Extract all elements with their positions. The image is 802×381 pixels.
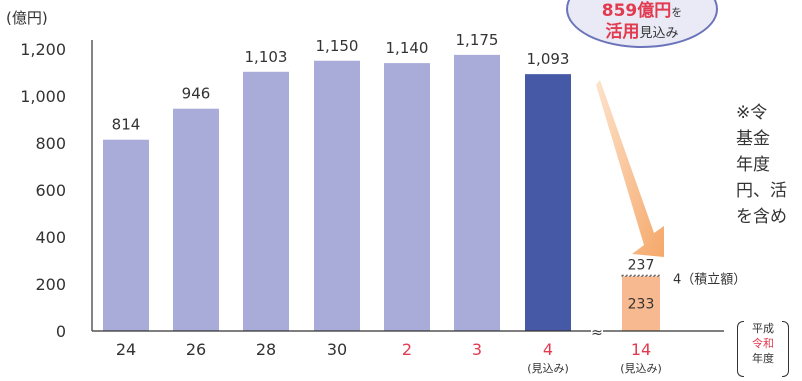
- x-tick-sublabel: (見込み): [527, 362, 569, 375]
- usage-callout: 859億円を 活用見込み: [566, 0, 718, 48]
- bar: [314, 60, 360, 331]
- x-axis: ≈24 26 28 30 2 3 4 (見込み) 14 (見込み): [92, 325, 724, 375]
- y-tick-label: 200: [35, 275, 66, 294]
- x-tick-label: 26: [186, 340, 206, 359]
- y-tick-label: 1,000: [20, 87, 66, 106]
- era-heisei-label: 平成: [752, 322, 774, 335]
- bar: [525, 74, 571, 332]
- callout-amount-suffix: を: [671, 6, 683, 19]
- side-note: ※令 基金 年度 円、活 を含め: [736, 100, 802, 230]
- note-line: 基金: [736, 129, 770, 149]
- bar-value-label: 1,175: [456, 31, 499, 49]
- x-tick-label: 28: [256, 340, 276, 359]
- bar: [103, 139, 149, 331]
- trend-arrow: [596, 80, 664, 257]
- bar-value-label: 946: [182, 85, 211, 103]
- bar-stack-upper-label: 4（積立額）: [673, 272, 746, 287]
- callout-amount: 859億円: [601, 1, 672, 21]
- bar-stack-lower: [622, 276, 660, 331]
- note-line: を含め: [736, 207, 787, 227]
- bar: [454, 54, 500, 331]
- x-tick-label: 30: [327, 340, 347, 359]
- bar-value-label: 1,150: [316, 37, 359, 55]
- note-line: 年度: [736, 155, 770, 175]
- axis-break-mark: ≈: [591, 325, 603, 341]
- y-axis-unit-label: (億円): [6, 9, 48, 27]
- x-tick-sublabel: (見込み): [620, 362, 662, 375]
- bar-stack-lower-label: 233: [628, 297, 655, 313]
- bar: [243, 71, 289, 332]
- bar-value-label: 1,093: [527, 50, 570, 68]
- bar-value-label: 1,103: [245, 48, 288, 66]
- callout-action: 活用: [605, 22, 640, 42]
- x-tick-label: 14: [631, 340, 651, 359]
- era-legend: 平成 令和 年度: [737, 321, 789, 381]
- y-tick-label: 400: [35, 228, 66, 247]
- y-tick-label: 0: [56, 322, 66, 341]
- era-year-label: 年度: [752, 352, 774, 365]
- note-line: 円、活: [736, 181, 787, 201]
- x-tick-label: 2: [402, 340, 412, 359]
- x-tick-label: 4: [543, 340, 553, 359]
- bars: 814 946 1,103 1,150 1,140 1,175 1,093 233 237 4（積…: [103, 31, 746, 332]
- bar-value-label: 237: [628, 257, 655, 273]
- bar: [173, 108, 219, 331]
- bar-value-label: 814: [112, 116, 141, 134]
- y-axis: 0 200 400 600 800 1,000 1,200: [20, 40, 93, 341]
- era-reiwa-label: 令和: [752, 337, 774, 350]
- y-tick-label: 1,200: [20, 40, 66, 59]
- bar: [384, 63, 430, 331]
- bar-value-label: 1,140: [386, 39, 429, 57]
- note-line: ※令: [736, 103, 768, 123]
- callout-action-suffix: 見込み: [639, 26, 679, 41]
- bar-stack-upper: [621, 274, 661, 277]
- y-tick-label: 800: [35, 134, 66, 153]
- y-tick-label: 600: [35, 181, 66, 200]
- x-tick-label: 3: [472, 340, 482, 359]
- x-tick-label: 24: [116, 340, 136, 359]
